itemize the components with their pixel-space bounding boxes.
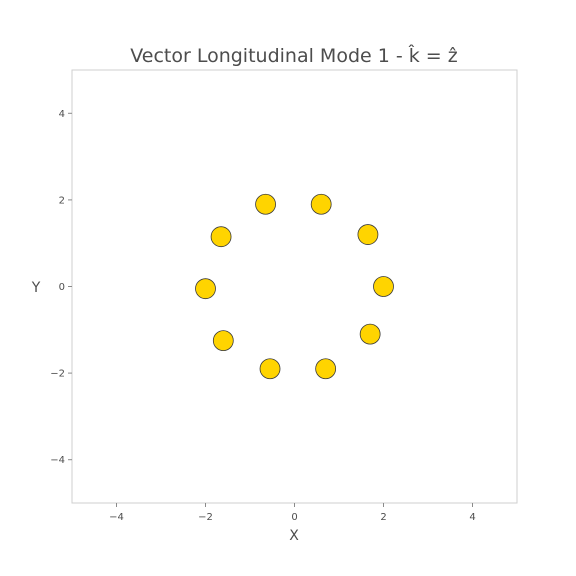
x-tick-label: 0 bbox=[291, 512, 297, 523]
x-tick-label: 2 bbox=[380, 512, 386, 523]
data-point bbox=[373, 276, 394, 297]
data-point bbox=[255, 193, 276, 215]
chart-title: Vector Longitudinal Mode 1 - k̂ = ẑ bbox=[130, 45, 458, 67]
y-axis-label: Y bbox=[31, 280, 41, 296]
plot-area-frame bbox=[71, 69, 518, 504]
y-tick-label: 2 bbox=[59, 195, 65, 206]
y-tick-label: −2 bbox=[50, 369, 65, 380]
data-point bbox=[195, 278, 216, 300]
data-point bbox=[210, 226, 232, 248]
data-point bbox=[357, 224, 379, 245]
y-tick-label: 0 bbox=[59, 282, 65, 293]
data-points bbox=[195, 193, 394, 380]
axis-ticks: −4 −2 0 2 4 −4 −2 0 2 4 bbox=[50, 109, 475, 523]
y-tick-label: 4 bbox=[59, 109, 65, 120]
data-point bbox=[359, 323, 381, 345]
x-tick-label: −4 bbox=[109, 512, 124, 523]
data-point bbox=[259, 358, 281, 380]
x-tick-label: −2 bbox=[198, 512, 213, 523]
x-tick-label: 4 bbox=[469, 512, 475, 523]
y-tick-label: −4 bbox=[50, 455, 65, 466]
data-point bbox=[315, 358, 337, 380]
data-point bbox=[310, 193, 332, 215]
data-point bbox=[212, 330, 234, 352]
x-axis-label: X bbox=[289, 528, 299, 544]
